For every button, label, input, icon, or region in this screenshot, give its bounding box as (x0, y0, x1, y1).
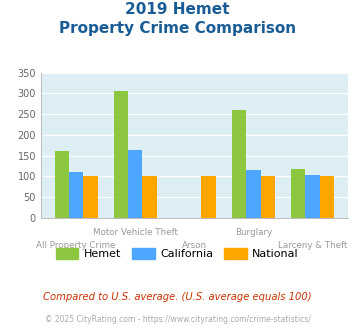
Bar (114, 91, 128, 218)
Bar (291, 169, 305, 218)
Bar (202, 176, 216, 218)
Bar (55, 151, 69, 218)
Bar (320, 176, 334, 218)
Legend: Hemet, California, National: Hemet, California, National (52, 244, 303, 263)
Bar (69, 172, 83, 218)
Text: Arson: Arson (182, 241, 207, 250)
Bar (261, 176, 275, 218)
Text: 2019 Hemet: 2019 Hemet (125, 2, 230, 16)
Bar (142, 176, 157, 218)
Bar (232, 110, 246, 218)
Text: Burglary: Burglary (235, 228, 272, 237)
Text: Larceny & Theft: Larceny & Theft (278, 241, 347, 250)
Text: Motor Vehicle Theft: Motor Vehicle Theft (93, 228, 178, 237)
Text: Compared to U.S. average. (U.S. average equals 100): Compared to U.S. average. (U.S. average … (43, 292, 312, 302)
Bar (246, 170, 261, 218)
Text: All Property Crime: All Property Crime (37, 241, 116, 250)
Bar (83, 176, 98, 218)
Text: © 2025 CityRating.com - https://www.cityrating.com/crime-statistics/: © 2025 CityRating.com - https://www.city… (45, 315, 310, 324)
Bar (305, 175, 320, 218)
Bar (128, 150, 142, 218)
Text: Property Crime Comparison: Property Crime Comparison (59, 21, 296, 36)
